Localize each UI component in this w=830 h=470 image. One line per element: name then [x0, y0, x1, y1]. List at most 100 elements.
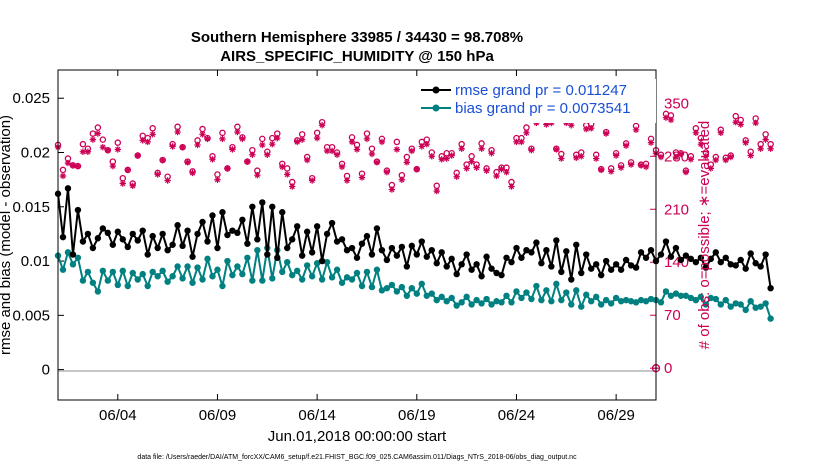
- obs-evaluated-point: [488, 150, 495, 157]
- obs-possible-point: [259, 135, 266, 143]
- bias-point: [682, 292, 690, 299]
- obs-evaluated-point: [453, 173, 460, 180]
- y-right-tick-label: 210: [664, 201, 689, 218]
- rmse-point: [239, 216, 246, 224]
- obs-evaluated-point: [169, 143, 176, 150]
- obs-evaluated-point: [383, 168, 391, 176]
- rmse-point: [463, 251, 470, 258]
- bias-point: [204, 255, 211, 263]
- bias-point: [303, 262, 311, 269]
- obs-evaluated-point: [159, 156, 166, 164]
- rmse-point: [677, 256, 685, 264]
- obs-possible-point: [219, 129, 226, 137]
- rmse-point: [473, 261, 480, 268]
- rmse-point: [189, 253, 196, 260]
- bias-point: [742, 306, 749, 314]
- obs-evaluated-point: [323, 147, 331, 155]
- rmse-point: [588, 265, 595, 272]
- rmse-point: [338, 236, 346, 243]
- obs-evaluated-point: [617, 164, 625, 171]
- rmse-point: [622, 256, 630, 264]
- obs-evaluated-point: [707, 165, 715, 172]
- obs-evaluated-point: [727, 153, 734, 161]
- obs-evaluated-point: [149, 131, 156, 138]
- rmse-point: [667, 253, 675, 260]
- bias-point: [393, 288, 401, 295]
- bias-point: [174, 263, 181, 270]
- obs-evaluated-point: [518, 138, 525, 146]
- rmse-point: [747, 250, 754, 257]
- bias-point: [109, 268, 117, 276]
- rmse-point: [612, 261, 620, 268]
- rmse-point: [762, 251, 769, 258]
- bias-point: [383, 284, 391, 292]
- obs-evaluated-point: [463, 165, 470, 172]
- obs-evaluated-point: [114, 146, 121, 153]
- rmse-point: [413, 251, 420, 258]
- rmse-point: [727, 261, 734, 268]
- rmse-point: [234, 229, 241, 237]
- legend-rmse-label: rmse grand pr = 0.011247: [455, 82, 627, 99]
- obs-evaluated-point: [672, 153, 680, 161]
- rmse-point: [478, 273, 485, 280]
- bias-point: [697, 293, 705, 301]
- bias-point: [757, 303, 764, 310]
- obs-evaluated-point: [343, 177, 351, 184]
- rmse-point: [403, 263, 411, 270]
- rmse-point: [523, 246, 530, 254]
- bias-point: [368, 283, 376, 291]
- obs-evaluated-point: [413, 165, 420, 173]
- rmse-series: [54, 185, 774, 292]
- rmse-point: [712, 249, 719, 256]
- bias-point: [677, 292, 685, 299]
- obs-evaluated-point: [358, 174, 366, 181]
- bias-point: [468, 301, 475, 308]
- bias-point: [717, 301, 724, 308]
- rmse-point: [498, 271, 505, 279]
- obs-evaluated-point: [219, 135, 226, 143]
- bias-point: [732, 300, 739, 307]
- rmse-point: [244, 240, 251, 247]
- obs-evaluated-point: [513, 138, 520, 146]
- obs-evaluated-point: [209, 156, 216, 163]
- chart-title: Southern Hemisphere 33985 / 34430 = 98.7…: [191, 29, 523, 46]
- rmse-point: [548, 263, 555, 270]
- rmse-point: [752, 260, 759, 267]
- bias-point: [398, 283, 406, 291]
- obs-evaluated-point: [747, 152, 754, 159]
- obs-evaluated-point: [438, 156, 445, 163]
- rmse-point: [119, 236, 126, 243]
- bias-point: [578, 303, 585, 310]
- rmse-point: [767, 284, 774, 292]
- rmse-point: [144, 251, 151, 258]
- obs-evaluated-point: [99, 144, 107, 151]
- x-tick-label: 06/19: [398, 407, 436, 424]
- obs-evaluated-point: [144, 138, 151, 146]
- rmse-point: [358, 240, 366, 247]
- x-tick-label: 06/24: [498, 407, 536, 424]
- rmse-point: [59, 233, 67, 241]
- bias-point: [612, 294, 620, 302]
- obs-evaluated-point: [59, 172, 67, 180]
- obs-evaluated-point: [602, 130, 610, 137]
- obs-evaluated-point: [493, 172, 500, 180]
- obs-evaluated-point: [269, 140, 276, 148]
- bias-point: [209, 273, 216, 280]
- rmse-point: [602, 257, 610, 265]
- bias-point: [244, 254, 251, 261]
- obs-evaluated-point: [254, 172, 261, 179]
- rmse-point: [702, 264, 710, 271]
- bias-point: [528, 295, 535, 303]
- bias-point: [762, 300, 769, 307]
- obs-evaluated-point: [692, 129, 700, 137]
- rmse-point: [383, 256, 391, 264]
- obs-evaluated-point: [543, 121, 550, 128]
- rmse-point: [169, 241, 176, 248]
- obs-evaluated-point: [294, 138, 301, 146]
- bias-point: [89, 279, 97, 286]
- bias-point: [473, 296, 480, 304]
- rmse-point: [388, 244, 396, 252]
- obs-evaluated-point: [403, 159, 411, 166]
- bias-point: [687, 294, 695, 302]
- data-file-footer: data file: /Users/raeder/DAI/ATM_forcXX/…: [137, 454, 577, 461]
